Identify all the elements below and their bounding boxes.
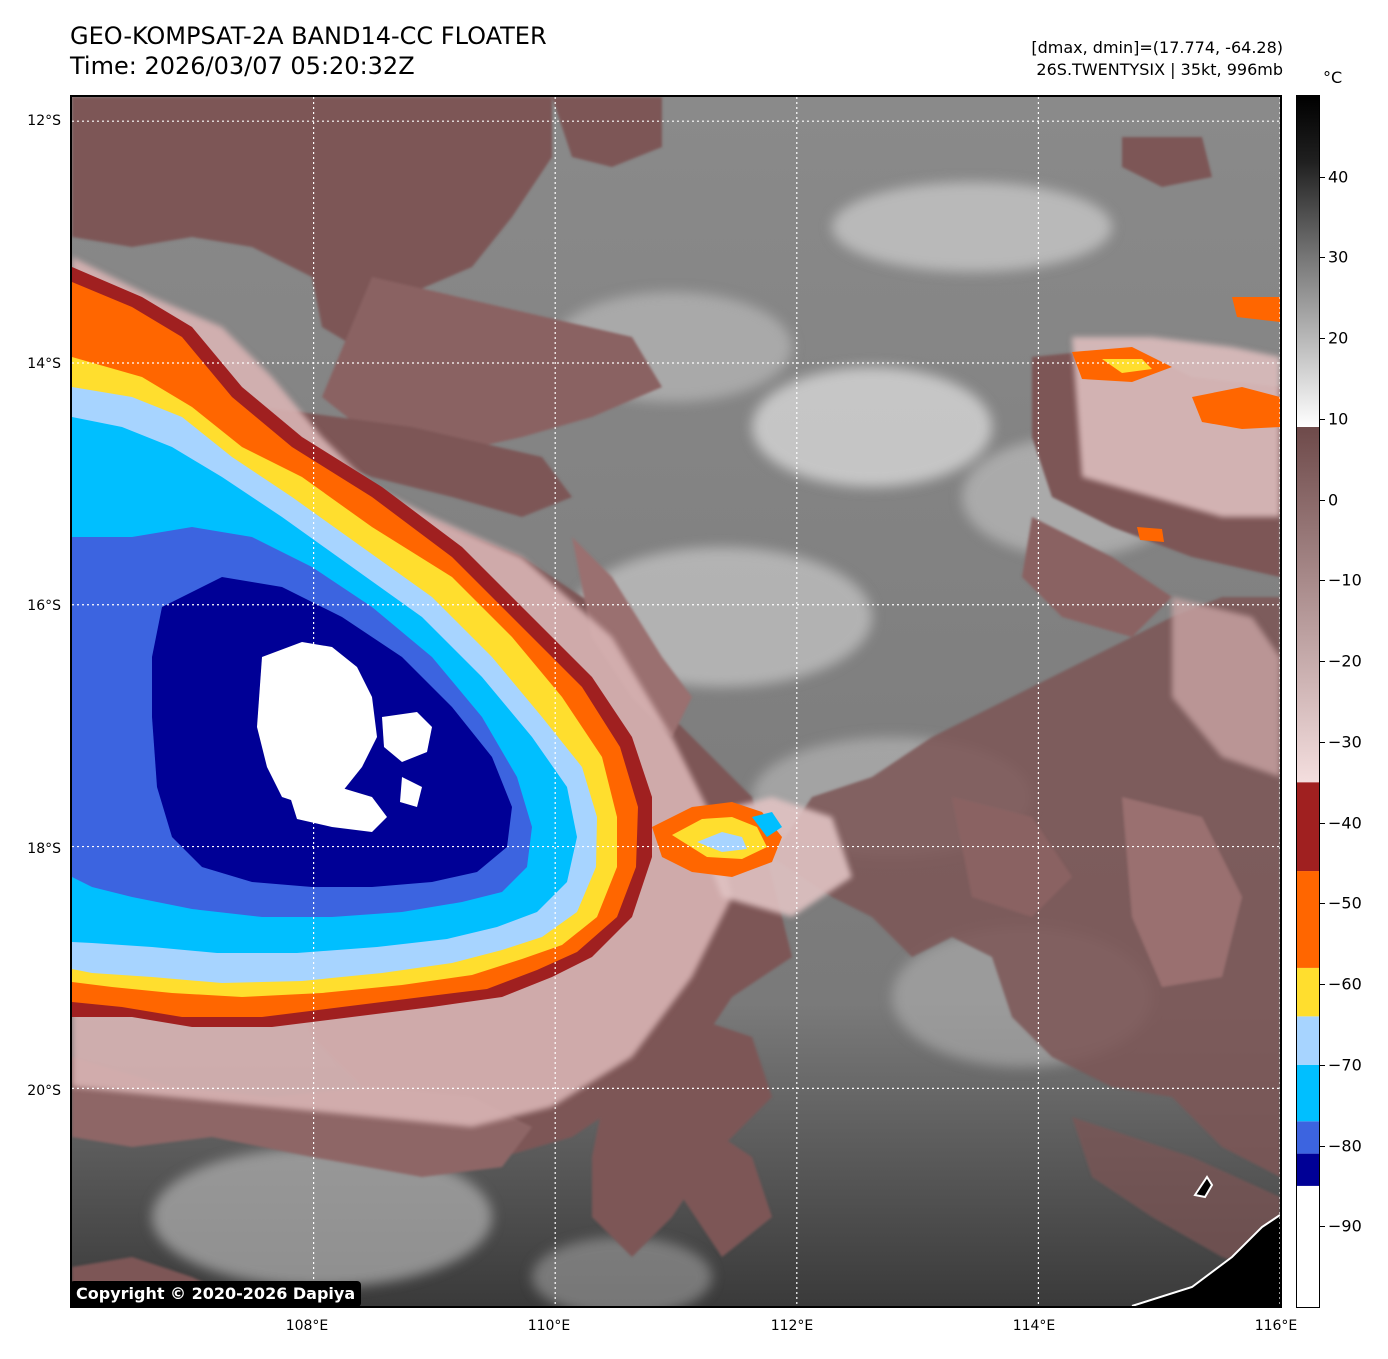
colorbar-tick-label: 40 <box>1328 167 1349 187</box>
colorbar-tick-label: 20 <box>1328 328 1349 348</box>
colorbar-tick-mark <box>1320 176 1325 178</box>
coastline <box>1131 1175 1280 1306</box>
colorbar-tick-label: −70 <box>1328 1055 1362 1075</box>
colorbar-tick-label: −20 <box>1328 651 1362 671</box>
map-title: GEO-KOMPSAT-2A BAND14-CC FLOATER <box>70 22 547 50</box>
lat-lon-grid <box>72 97 1280 1306</box>
colorbar-tick-mark <box>1320 1145 1325 1147</box>
colorbar-tick-mark <box>1320 338 1325 340</box>
lat-label-20s: 20°S <box>27 1083 61 1099</box>
colorbar-tick-label: −30 <box>1328 732 1362 752</box>
lat-label-16s: 16°S <box>27 598 61 614</box>
colorbar-segment <box>1297 1153 1319 1186</box>
lat-label-12s: 12°S <box>27 113 61 129</box>
lon-label-112e: 112°E <box>770 1318 814 1334</box>
colorbar-segment <box>1297 1016 1319 1065</box>
colorbar-tick-label: −40 <box>1328 813 1362 833</box>
colorbar-tick-mark <box>1320 903 1325 905</box>
lon-label-116e: 116°E <box>1254 1318 1298 1334</box>
colorbar-tick-label: −60 <box>1328 974 1362 994</box>
convective-cells <box>652 297 1280 877</box>
colorbar-tick-mark <box>1320 661 1325 663</box>
colorbar-tick-label: 0 <box>1328 490 1339 510</box>
colorbar-segment <box>1297 1064 1319 1122</box>
colorbar-tick-mark <box>1320 741 1325 743</box>
copyright-badge: Copyright © 2020-2026 Dapiya <box>70 1281 362 1307</box>
colorbar-segment <box>1297 427 1319 783</box>
colorbar-tick-label: −10 <box>1328 570 1362 590</box>
data-range-readout: [dmax, dmin]=(17.774, -64.28) <box>1031 38 1283 57</box>
lat-label-18s: 18°S <box>27 841 61 857</box>
colorbar-tick-mark <box>1320 1064 1325 1066</box>
colorbar-segment <box>1297 967 1319 1017</box>
colorbar-tick-mark <box>1320 1226 1325 1228</box>
colorbar-segment <box>1297 782 1319 872</box>
colorbar-gradient <box>1297 96 1319 1307</box>
central-dense-overcast <box>72 267 652 1027</box>
colorbar-tick-mark <box>1320 418 1325 420</box>
colorbar-tick-label: −90 <box>1328 1216 1362 1236</box>
colorbar-segment <box>1297 871 1319 968</box>
lat-label-14s: 14°S <box>27 356 61 372</box>
colorbar-unit: °C <box>1323 68 1343 87</box>
lon-label-110e: 110°E <box>527 1318 571 1334</box>
colorbar-tick-label: −80 <box>1328 1136 1362 1156</box>
storm-info: 26S.TWENTYSIX | 35kt, 996mb <box>1036 60 1283 79</box>
colorbar-tick-label: 30 <box>1328 247 1349 267</box>
map-timestamp: Time: 2026/03/07 05:20:32Z <box>70 52 415 80</box>
colorbar-segment <box>1297 1121 1319 1154</box>
colorbar-tick-label: −50 <box>1328 893 1362 913</box>
colorbar-tick-mark <box>1320 580 1325 582</box>
colorbar-tick-mark <box>1320 257 1325 259</box>
satellite-map[interactable] <box>70 95 1282 1308</box>
colorbar-segment <box>1297 1185 1319 1307</box>
lon-label-108e: 108°E <box>285 1318 329 1334</box>
colorbar <box>1296 95 1320 1308</box>
colorbar-tick-mark <box>1320 499 1325 501</box>
colorbar-tick-label: 10 <box>1328 409 1349 429</box>
lon-label-114e: 114°E <box>1012 1318 1056 1334</box>
colorbar-segment <box>1297 96 1319 428</box>
ir-imagery <box>72 97 1280 1306</box>
colorbar-tick-mark <box>1320 822 1325 824</box>
colorbar-tick-mark <box>1320 984 1325 986</box>
